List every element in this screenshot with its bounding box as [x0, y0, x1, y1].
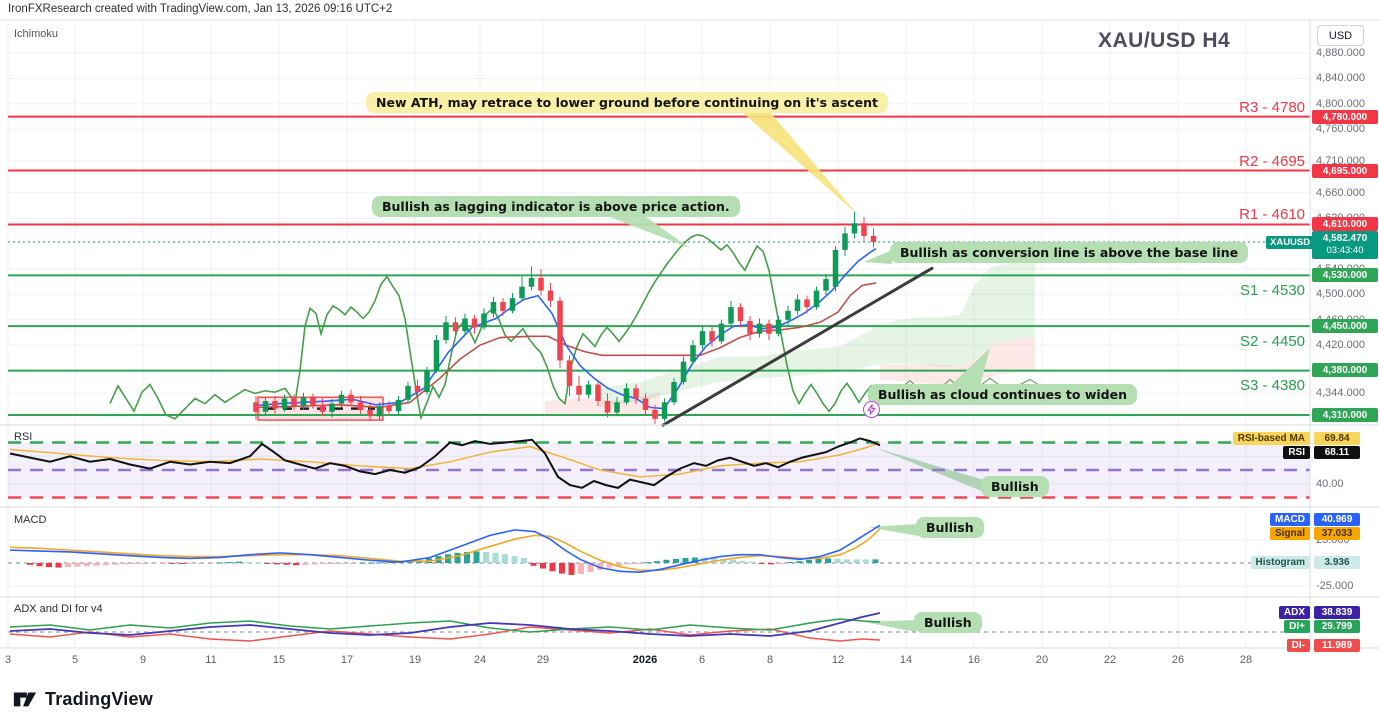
support-label-s3: S3 - 4380: [1239, 377, 1305, 394]
macd-signal-value-badge: 37.033: [1314, 527, 1360, 540]
macd-axis-label: -25.000: [1316, 580, 1354, 592]
time-axis-label: 20: [1035, 654, 1049, 666]
callout-macd-bullish[interactable]: Bullish: [916, 517, 984, 538]
time-axis-label: 9: [139, 654, 147, 666]
rsi-label-badge: RSI: [1283, 446, 1310, 459]
price-badge-r1: 4,610.000: [1312, 217, 1378, 231]
di-minus-label-badge: DI-: [1286, 639, 1310, 652]
tradingview-logo-text: TradingView: [45, 688, 153, 709]
resistance-label-r2: R2 - 4695: [1239, 153, 1305, 170]
resistance-label-r1: R1 - 4610: [1239, 206, 1305, 223]
callout-new-ath[interactable]: New ATH, may retrace to lower ground bef…: [366, 92, 889, 113]
time-axis-label: 16: [967, 654, 981, 666]
callout-conversion-line[interactable]: Bullish as conversion line is above the …: [890, 242, 1249, 263]
price-axis-label: 4,500.000: [1316, 288, 1365, 301]
time-axis-label: 8: [766, 654, 774, 666]
support-label-s1: S1 - 4530: [1239, 282, 1305, 299]
price-badge-r3: 4,780.000: [1312, 110, 1378, 124]
adx-label-badge: ADX: [1278, 606, 1310, 619]
symbol-watermark: XAU/USD H4: [1098, 29, 1231, 52]
price-axis-label: 4,660.000: [1316, 186, 1365, 199]
price-axis-label: 4,760.000: [1316, 123, 1365, 136]
macd-label-badge: MACD: [1270, 513, 1310, 526]
rsi-pane-title[interactable]: RSI: [14, 431, 33, 443]
current-price-badge: 4,582.470 03:43:40: [1312, 231, 1378, 259]
callout-cloud-widening[interactable]: Bullish as cloud continues to widen: [868, 384, 1137, 405]
macd-value-badge: 40.969: [1314, 513, 1360, 526]
time-axis-label: 28: [1239, 654, 1253, 666]
time-axis-label: 11: [205, 654, 217, 666]
time-axis-label: 14: [899, 654, 913, 666]
rsi-axis-label: 40.00: [1316, 477, 1344, 490]
lightning-icon[interactable]: [863, 401, 880, 418]
time-axis-label: 3: [4, 654, 12, 666]
current-price-value: 4,582.470: [1322, 233, 1368, 244]
rsi-ma-value-badge: 69.84: [1314, 432, 1360, 445]
price-axis-label: 4,840.000: [1316, 72, 1365, 85]
resistance-label-r3: R3 - 4780: [1239, 99, 1305, 116]
price-axis-label: 4,800.000: [1316, 97, 1365, 110]
macd-histogram-value-badge: 3.936: [1314, 556, 1360, 569]
price-axis-label: 4,880.000: [1316, 47, 1365, 60]
support-label-s2: S2 - 4450: [1239, 333, 1305, 350]
tradingview-logo[interactable]: TradingView: [12, 686, 153, 712]
price-axis-label: 4,344.000: [1316, 387, 1365, 400]
time-axis-label: 5: [71, 654, 79, 666]
di-plus-value-badge: 29.799: [1314, 620, 1360, 633]
callout-lagging-indicator[interactable]: Bullish as lagging indicator is above pr…: [372, 196, 740, 217]
price-badge-s3: 4,380.000: [1312, 363, 1378, 377]
tradingview-logo-icon: [13, 692, 37, 707]
ichimoku-indicator-label[interactable]: Ichimoku: [14, 28, 59, 40]
currency-button[interactable]: USD: [1317, 25, 1364, 46]
time-axis-label: 24: [473, 654, 487, 666]
price-badge-s1: 4,530.000: [1312, 268, 1378, 282]
time-axis-label: 17: [340, 654, 354, 666]
adx-pane-title[interactable]: ADX and DI for v4: [14, 603, 103, 615]
time-axis-label: 22: [1103, 654, 1117, 666]
time-axis-label: 6: [698, 654, 706, 666]
symbol-price-line-badge: XAUUSD: [1266, 236, 1315, 249]
adx-value-badge: 38.839: [1314, 606, 1360, 619]
macd-pane-title[interactable]: MACD: [14, 514, 47, 526]
bar-countdown: 03:43:40: [1326, 245, 1364, 256]
price-badge-s2: 4,450.000: [1312, 319, 1378, 333]
macd-signal-label-badge: Signal: [1269, 527, 1310, 540]
attribution-text: IronFXResearch created with TradingView.…: [8, 3, 393, 15]
time-axis-label: 19: [408, 654, 422, 666]
di-plus-label-badge: DI+: [1284, 620, 1310, 633]
time-axis-label: 29: [536, 654, 550, 666]
rsi-value-badge: 68.11: [1314, 446, 1360, 459]
time-axis-label: 15: [272, 654, 286, 666]
time-axis-label: 26: [1171, 654, 1185, 666]
price-badge-r2: 4,695.000: [1312, 164, 1378, 178]
time-axis-label: 12: [831, 654, 845, 666]
price-axis-label: 4,420.000: [1316, 339, 1365, 352]
callout-rsi-bullish[interactable]: Bullish: [981, 476, 1049, 497]
price-badge-s4: 4,310.000: [1312, 408, 1378, 422]
rsi-ma-label-badge: RSI-based MA: [1232, 432, 1310, 445]
time-axis-label: 2026: [632, 654, 658, 666]
macd-histogram-label-badge: Histogram: [1250, 556, 1310, 569]
callout-adx-bullish[interactable]: Bullish: [914, 612, 982, 633]
di-minus-value-badge: 11.989: [1314, 639, 1360, 652]
chart-canvas[interactable]: [0, 0, 1379, 676]
